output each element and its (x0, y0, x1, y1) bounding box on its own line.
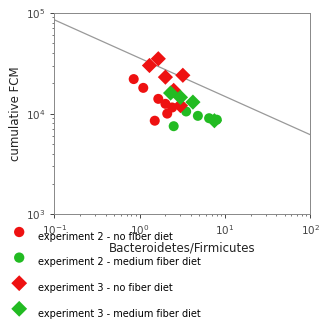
Point (171, 88, 176, 93)
Point (178, 103, 183, 108)
Text: experiment 2 - no fiber diet: experiment 2 - no fiber diet (38, 232, 173, 242)
Point (163, 101, 168, 106)
Point (195, 113, 200, 118)
Point (171, 124, 176, 129)
Point (212, 118, 217, 123)
Point (170, 105, 175, 110)
Text: experiment 3 - medium fiber diet: experiment 3 - medium fiber diet (38, 308, 201, 319)
Point (17, 229, 22, 235)
Point (17, 306, 22, 311)
Point (184, 109, 189, 114)
Point (206, 116, 212, 121)
Point (214, 117, 219, 122)
Point (156, 56, 161, 61)
Point (17, 255, 22, 260)
Text: experiment 3 - no fiber diet: experiment 3 - no fiber diet (38, 283, 173, 293)
Point (17, 281, 22, 286)
Point (147, 63, 152, 68)
Y-axis label: cumulative FCM: cumulative FCM (9, 66, 22, 161)
X-axis label: Bacteroidetes/Firmicutes: Bacteroidetes/Firmicutes (109, 241, 256, 254)
Point (180, 73, 185, 78)
Text: experiment 2 - medium fiber diet: experiment 2 - medium fiber diet (38, 257, 201, 268)
Point (178, 95, 183, 100)
Point (131, 76, 136, 82)
Point (165, 111, 170, 116)
Point (163, 75, 168, 80)
Point (190, 100, 196, 105)
Point (141, 85, 146, 91)
Point (156, 96, 161, 101)
Point (152, 118, 157, 123)
Point (168, 91, 173, 96)
